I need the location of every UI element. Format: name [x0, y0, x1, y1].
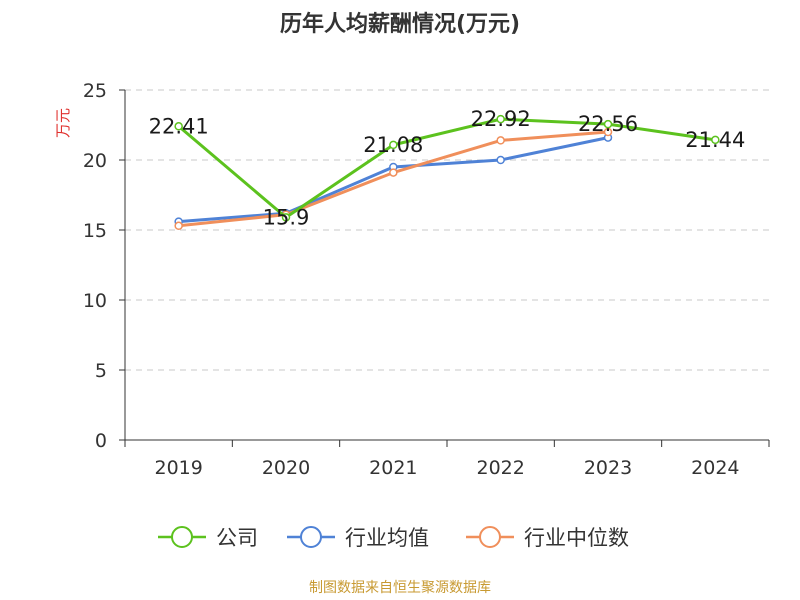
legend-marker-industry_avg	[300, 526, 322, 548]
x-tick-label: 2021	[369, 457, 417, 479]
data-point-company	[174, 122, 183, 131]
data-point-industry_median	[496, 136, 505, 145]
legend-marker-company	[171, 526, 193, 548]
x-tick-label: 2022	[476, 457, 524, 479]
data-point-company	[496, 114, 505, 124]
y-tick-label: 5	[95, 360, 107, 382]
data-source-note: 制图数据来自恒生聚源数据库	[309, 580, 491, 596]
y-axis-label: 万元	[54, 108, 72, 138]
y-tick-label: 0	[95, 430, 107, 452]
x-tick-label: 2023	[584, 457, 632, 479]
data-point-industry_avg	[496, 155, 505, 165]
data-label: 15.9	[263, 205, 310, 229]
y-tick-label: 10	[83, 290, 107, 312]
data-point-industry_median	[603, 127, 613, 137]
x-tick-label: 2024	[691, 457, 739, 479]
y-tick-label: 20	[83, 150, 107, 172]
data-point-company	[711, 135, 720, 145]
y-tick-label: 15	[83, 220, 107, 242]
legend-label-company: 公司	[216, 526, 258, 550]
data-label: 22.92	[471, 107, 531, 131]
data-label: 21.44	[685, 128, 745, 152]
data-point-company	[281, 213, 291, 222]
data-point-company	[603, 119, 613, 129]
data-point-industry_median	[389, 168, 398, 177]
series-line-company	[177, 117, 717, 219]
legend-label-industry_avg: 行业均值	[345, 526, 429, 550]
data-point-company	[389, 140, 398, 150]
data-label: 22.41	[149, 114, 209, 138]
data-point-industry_median	[174, 221, 183, 231]
x-tick-label: 2019	[154, 457, 202, 479]
data-label: 21.08	[363, 133, 423, 157]
legend-marker-industry_median	[479, 526, 501, 548]
y-tick-label: 25	[83, 80, 107, 102]
chart-title: 历年人均薪酬情况(万元)	[279, 12, 521, 37]
x-tick-label: 2020	[262, 457, 310, 479]
data-label: 22.56	[578, 112, 638, 136]
legend-label-industry_median: 行业中位数	[524, 526, 629, 550]
